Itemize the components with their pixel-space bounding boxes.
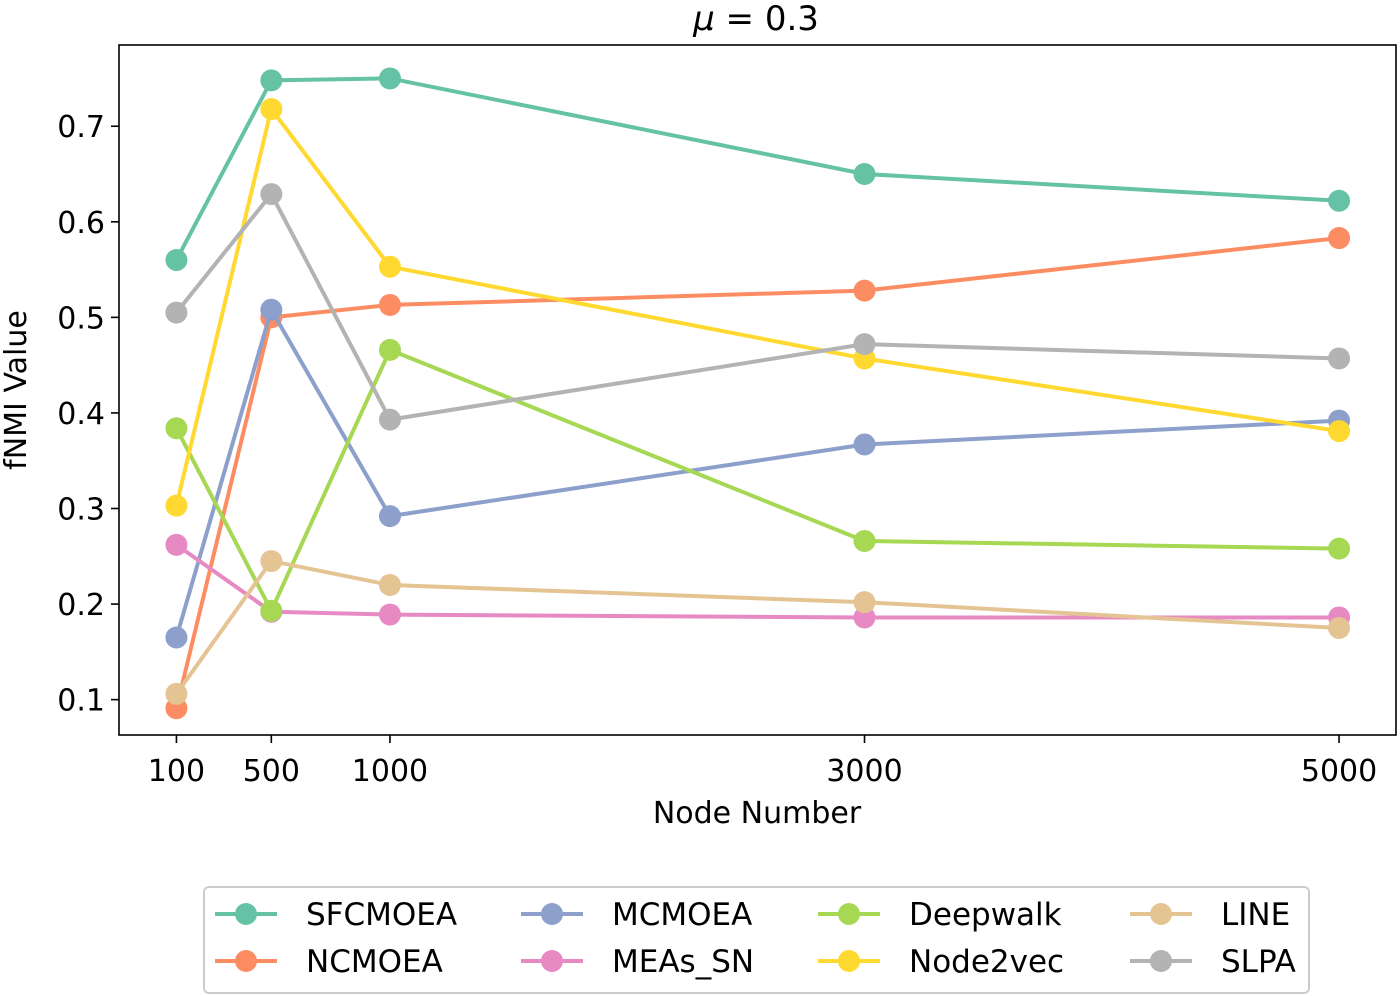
chart-title: μ = 0.3	[692, 0, 819, 39]
data-point-ncmoea	[378, 293, 401, 316]
legend-item-node2vec: Node2vec	[818, 944, 1064, 980]
legend-marker	[838, 950, 860, 972]
series-line-deepwalk	[174, 347, 1342, 613]
series-line-slpa	[174, 192, 1342, 422]
legend-marker	[235, 950, 257, 972]
series-line	[165, 550, 1351, 705]
series-line-sfcmoea	[174, 76, 1342, 262]
data-point-line	[853, 591, 876, 614]
series-line-line	[174, 559, 1342, 696]
legend-label: Node2vec	[909, 944, 1064, 980]
y-tick-label: 0.7	[57, 110, 105, 145]
data-point-line	[260, 550, 283, 573]
data-point-meas-sn	[165, 533, 188, 556]
data-point-deepwalk	[260, 599, 283, 622]
chart-title-mu: μ	[692, 0, 715, 39]
series-line-mcmoea	[174, 307, 1342, 640]
x-tick-label: 3000	[826, 754, 902, 789]
legend-item-sfcmoea: SFCMOEA	[215, 897, 457, 933]
data-point-slpa	[1328, 347, 1351, 370]
data-point-ncmoea	[1328, 227, 1351, 250]
x-axis-label: Node Number	[653, 796, 862, 831]
legend-marker	[235, 903, 257, 925]
series-line-ncmoea	[174, 236, 1342, 711]
data-point-node2vec	[1328, 420, 1351, 443]
legend-label: MEAs_SN	[612, 944, 754, 980]
data-point-mcmoea	[165, 626, 188, 649]
legend-label: Deepwalk	[909, 897, 1062, 933]
legend-item-meas-sn: MEAs_SN	[521, 944, 754, 980]
data-point-ncmoea	[853, 279, 876, 302]
data-point-node2vec	[260, 98, 283, 121]
y-axis: 0.1 0.2 0.3 0.4 0.5 0.6 0.7	[57, 110, 119, 719]
data-point-meas-sn	[378, 603, 401, 626]
legend-item-ncmoea: NCMOEA	[215, 944, 443, 980]
legend-marker	[838, 903, 860, 925]
data-point-sfcmoea	[1328, 189, 1351, 212]
x-tick-label: 100	[148, 754, 205, 789]
legend-label: NCMOEA	[306, 944, 443, 980]
series-ncmoea	[165, 227, 1351, 720]
legend-label: SFCMOEA	[306, 897, 457, 933]
legend-label: MCMOEA	[612, 897, 752, 933]
data-point-mcmoea	[853, 433, 876, 456]
y-tick-label: 0.1	[57, 684, 105, 719]
series-deepwalk	[165, 338, 1351, 622]
series-line-meas-sn	[174, 542, 1342, 620]
series-meas-sn	[165, 533, 1351, 629]
x-tick-label: 500	[243, 754, 300, 789]
data-point-node2vec	[378, 255, 401, 278]
plot-frame	[118, 44, 1397, 736]
y-tick-label: 0.3	[57, 493, 105, 528]
legend-marker	[1150, 950, 1172, 972]
data-point-slpa	[260, 183, 283, 206]
series-sfcmoea	[165, 67, 1351, 272]
y-tick-label: 0.4	[57, 397, 105, 432]
data-point-deepwalk	[853, 529, 876, 552]
series-slpa	[165, 183, 1351, 431]
data-point-sfcmoea	[260, 69, 283, 92]
legend-item-deepwalk: Deepwalk	[818, 897, 1062, 933]
legend-marker	[1150, 903, 1172, 925]
data-point-line	[378, 573, 401, 596]
legend-frame	[203, 886, 1310, 994]
data-point-mcmoea	[378, 505, 401, 528]
y-tick-label: 0.6	[57, 206, 105, 241]
legend-marker	[541, 950, 563, 972]
y-tick-label: 0.2	[57, 588, 105, 623]
data-point-slpa	[378, 408, 401, 431]
legend: SFCMOEA NCMOEA MCMOEA MEAs_SN Deepwalk Node2v…	[203, 886, 1310, 994]
series-layer	[165, 67, 1351, 720]
data-point-sfcmoea	[853, 163, 876, 186]
data-point-meas-sn	[853, 606, 876, 629]
data-point-sfcmoea	[165, 249, 188, 272]
data-point-mcmoea	[260, 298, 283, 321]
data-point-line	[165, 682, 188, 705]
x-axis: 100 500 1000 3000 5000	[148, 735, 1377, 789]
data-point-line	[1328, 616, 1351, 639]
legend-marker	[541, 903, 563, 925]
data-point-deepwalk	[165, 417, 188, 440]
y-tick-label: 0.5	[57, 301, 105, 336]
legend-label: LINE	[1221, 897, 1290, 933]
data-point-deepwalk	[378, 338, 401, 361]
y-axis-label: fNMI Value	[0, 310, 34, 470]
series-node2vec	[165, 98, 1351, 517]
data-point-slpa	[165, 301, 188, 324]
data-point-node2vec	[165, 494, 188, 517]
legend-item-line: LINE	[1130, 897, 1290, 933]
x-tick-label: 5000	[1301, 754, 1377, 789]
x-tick-label: 1000	[352, 754, 428, 789]
data-point-deepwalk	[1328, 537, 1351, 560]
legend-item-slpa: SLPA	[1130, 944, 1296, 980]
series-mcmoea	[165, 298, 1351, 649]
legend-item-mcmoea: MCMOEA	[521, 897, 752, 933]
legend-label: SLPA	[1221, 944, 1296, 980]
chart-title-rest: = 0.3	[715, 0, 819, 39]
data-point-sfcmoea	[378, 67, 401, 90]
data-point-slpa	[853, 333, 876, 356]
